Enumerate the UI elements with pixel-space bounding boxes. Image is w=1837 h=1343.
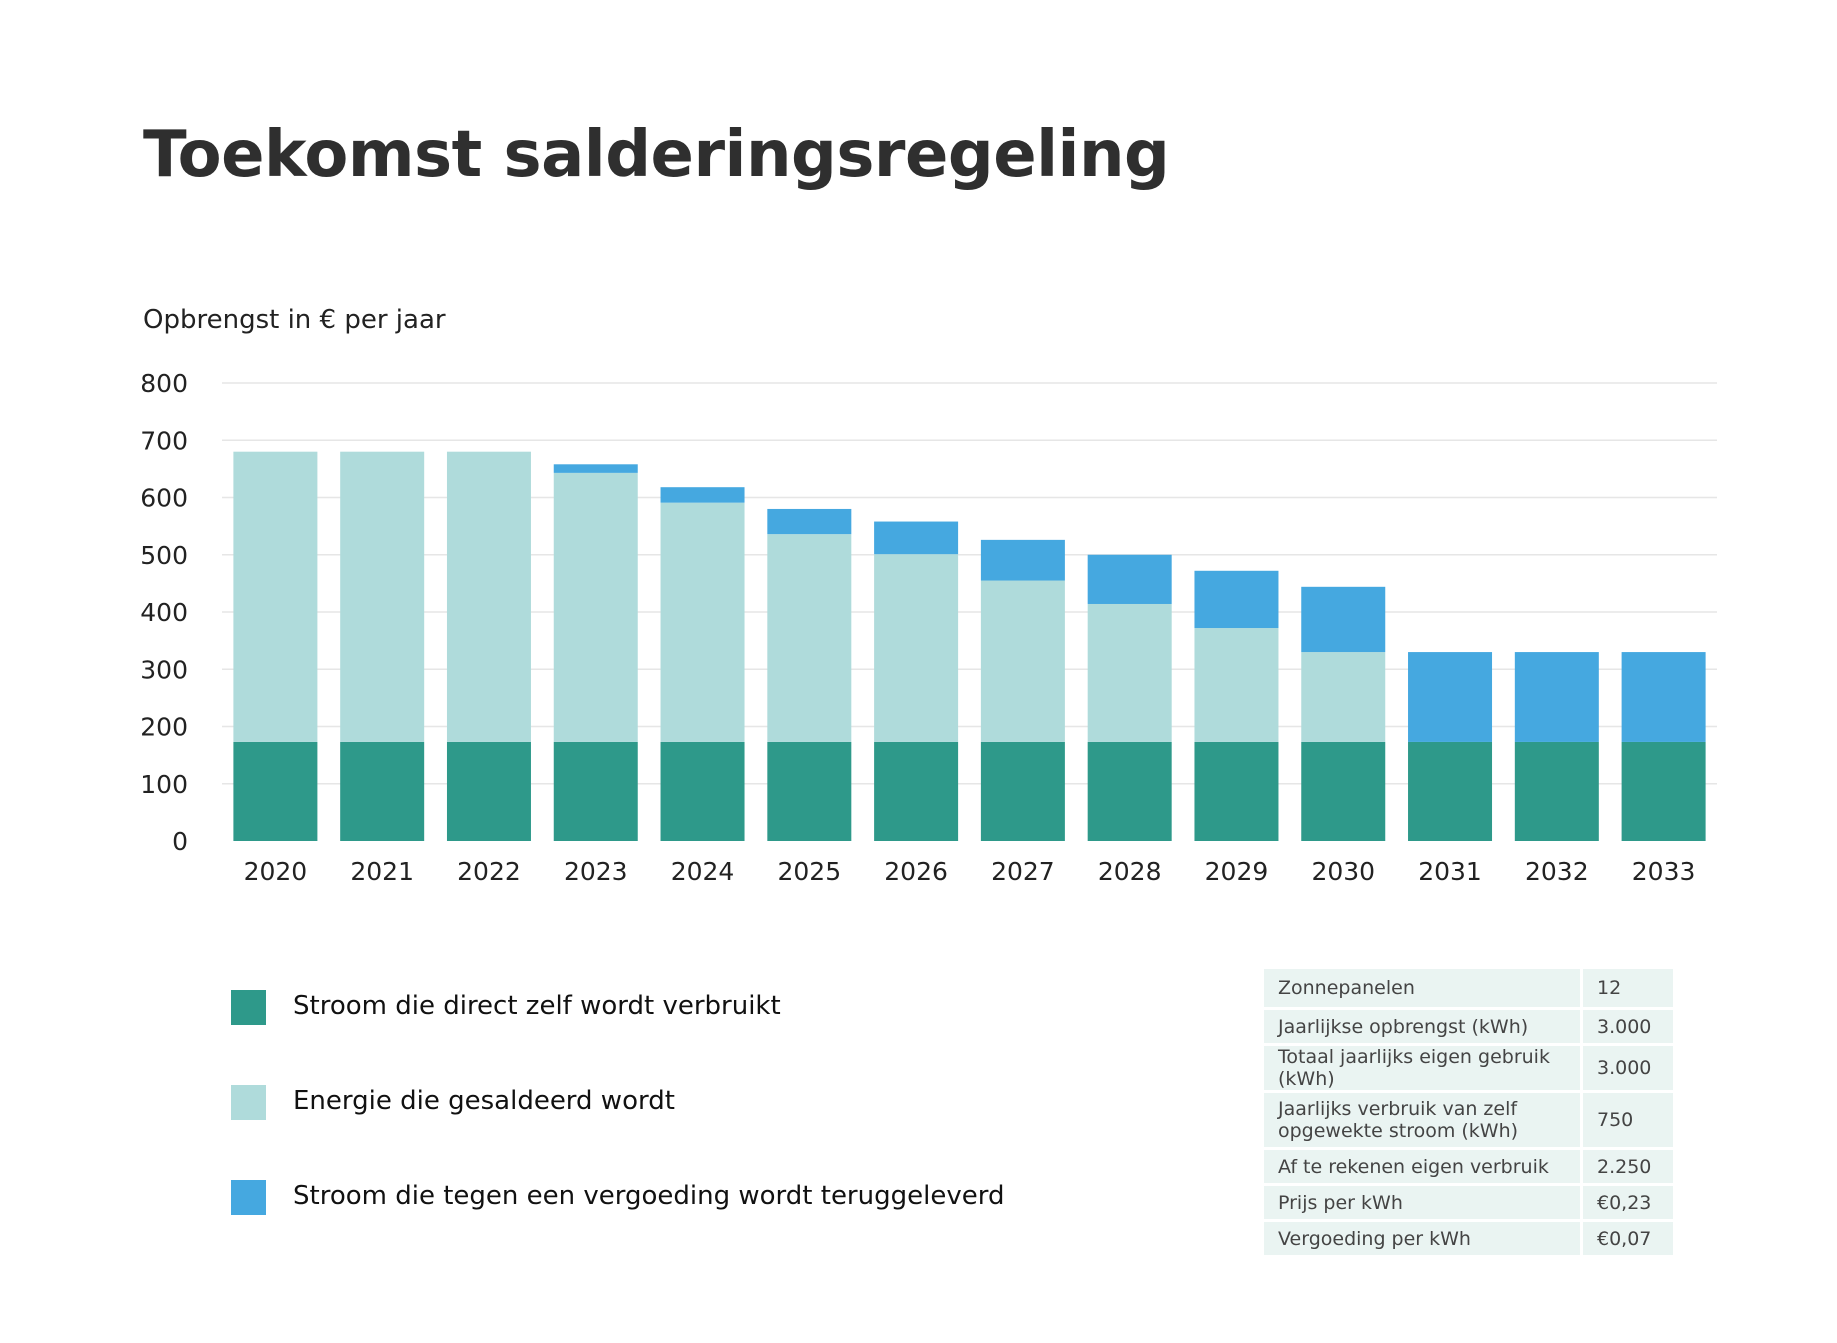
table-label: Zonnepanelen <box>1264 969 1580 1007</box>
x-tick-label: 2021 <box>350 857 414 886</box>
legend-label: Stroom die direct zelf wordt verbruikt <box>293 991 781 1021</box>
bar-segment-2026-s2 <box>874 554 959 742</box>
bar-segment-2025-s2 <box>767 534 852 742</box>
x-tick-label: 2023 <box>564 857 628 886</box>
table-row: Jaarlijkse opbrengst (kWh) 3.000 <box>1264 1010 1673 1043</box>
bar-segment-2022-s2 <box>446 451 531 742</box>
bar-segment-2027-s2 <box>980 580 1065 742</box>
bar-segment-2032-s1 <box>1514 741 1599 841</box>
bar-segment-2033-s3 <box>1621 652 1706 742</box>
bar-segment-2031-s1 <box>1408 741 1493 841</box>
x-tick-label: 2025 <box>778 857 842 886</box>
x-tick-label: 2022 <box>457 857 521 886</box>
table-value: 750 <box>1580 1093 1673 1147</box>
bar-segment-2021-s1 <box>340 741 425 841</box>
table-value: €0,23 <box>1580 1186 1673 1219</box>
bar-segment-2028-s2 <box>1087 603 1172 742</box>
bar-segment-2020-s2 <box>233 451 318 742</box>
legend-item-teruggeleverd: Stroom die tegen een vergoeding wordt te… <box>231 1180 1131 1220</box>
table-label: Af te rekenen eigen verbruik <box>1264 1150 1580 1183</box>
bar-segment-2024-s3 <box>660 487 745 503</box>
info-table: Zonnepanelen 12 Jaarlijkse opbrengst (kW… <box>1264 966 1673 1258</box>
table-label: Prijs per kWh <box>1264 1186 1580 1219</box>
bar-segment-2026-s1 <box>874 741 959 841</box>
bar-segment-2030-s3 <box>1301 586 1386 653</box>
y-tick-label: 300 <box>140 655 188 684</box>
legend-swatch <box>231 1180 266 1215</box>
table-row: Vergoeding per kWh €0,07 <box>1264 1222 1673 1255</box>
bar-segment-2029-s3 <box>1194 570 1279 629</box>
y-tick-label: 200 <box>140 713 188 742</box>
table-value: €0,07 <box>1580 1222 1673 1255</box>
table-row: Af te rekenen eigen verbruik 2.250 <box>1264 1150 1673 1183</box>
table-row: Jaarlijks verbruik van zelf opgewekte st… <box>1264 1093 1673 1147</box>
bar-segment-2028-s3 <box>1087 554 1172 604</box>
y-tick-label: 500 <box>140 541 188 570</box>
bar-segment-2031-s3 <box>1408 652 1493 742</box>
bar-segment-2020-s1 <box>233 741 318 841</box>
x-axis-ticks: 2020 2021 2022 2023 2024 2025 2026 2027 2028 2029… <box>244 857 1696 886</box>
x-tick-label: 2032 <box>1525 857 1589 886</box>
bar-segment-2030-s1 <box>1301 741 1386 841</box>
bar-segment-2025-s1 <box>767 741 852 841</box>
table-label: Jaarlijkse opbrengst (kWh) <box>1264 1010 1580 1043</box>
table-value: 3.000 <box>1580 1046 1673 1090</box>
bar-segment-2029-s1 <box>1194 741 1279 841</box>
table-row: Prijs per kWh €0,23 <box>1264 1186 1673 1219</box>
table-label: Totaal jaarlijks eigen gebruik (kWh) <box>1264 1046 1580 1090</box>
y-axis-ticks: 0 100 200 300 400 500 600 700 800 <box>140 369 188 856</box>
x-tick-label: 2024 <box>671 857 735 886</box>
x-tick-label: 2020 <box>244 857 308 886</box>
x-tick-label: 2026 <box>884 857 948 886</box>
table-value: 3.000 <box>1580 1010 1673 1043</box>
bars <box>233 451 1706 841</box>
x-tick-label: 2030 <box>1311 857 1375 886</box>
legend-swatch <box>231 990 266 1025</box>
table-row: Totaal jaarlijks eigen gebruik (kWh) 3.0… <box>1264 1046 1673 1090</box>
bar-segment-2022-s1 <box>446 741 531 841</box>
chart-title: Toekomst salderingsregeling <box>143 118 1170 192</box>
bar-segment-2027-s3 <box>980 539 1065 581</box>
legend-label: Energie die gesaldeerd wordt <box>293 1086 675 1116</box>
x-tick-label: 2033 <box>1632 857 1696 886</box>
y-tick-label: 0 <box>172 827 188 856</box>
table-label: Vergoeding per kWh <box>1264 1222 1580 1255</box>
gridlines <box>222 382 1717 785</box>
bar-segment-2033-s1 <box>1621 741 1706 841</box>
bar-segment-2025-s3 <box>767 508 852 535</box>
y-tick-label: 100 <box>140 770 188 799</box>
table-value: 2.250 <box>1580 1150 1673 1183</box>
x-tick-label: 2028 <box>1098 857 1162 886</box>
x-tick-label: 2027 <box>991 857 1055 886</box>
y-tick-label: 700 <box>140 426 188 455</box>
bar-segment-2024-s2 <box>660 502 745 742</box>
legend-item-gesaldeerd: Energie die gesaldeerd wordt <box>231 1085 1131 1125</box>
bar-segment-2032-s3 <box>1514 652 1599 742</box>
bar-segment-2023-s3 <box>553 464 638 473</box>
table-label: Jaarlijks verbruik van zelf opgewekte st… <box>1264 1093 1580 1147</box>
y-axis-label: Opbrengst in € per jaar <box>143 305 446 335</box>
table-value: 12 <box>1580 969 1673 1007</box>
bar-segment-2026-s3 <box>874 521 959 555</box>
bar-segment-2028-s1 <box>1087 741 1172 841</box>
y-tick-label: 800 <box>140 369 188 398</box>
legend-item-direct: Stroom die direct zelf wordt verbruikt <box>231 990 1131 1030</box>
x-tick-label: 2031 <box>1418 857 1482 886</box>
bar-segment-2023-s1 <box>553 741 638 841</box>
x-tick-label: 2029 <box>1205 857 1269 886</box>
legend-label: Stroom die tegen een vergoeding wordt te… <box>293 1181 1005 1211</box>
bar-segment-2023-s2 <box>553 472 638 742</box>
y-tick-label: 400 <box>140 598 188 627</box>
bar-segment-2021-s2 <box>340 451 425 742</box>
bar-segment-2030-s2 <box>1301 652 1386 742</box>
y-tick-label: 600 <box>140 484 188 513</box>
bar-segment-2029-s2 <box>1194 628 1279 742</box>
table-row: Zonnepanelen 12 <box>1264 969 1673 1007</box>
bar-segment-2027-s1 <box>980 741 1065 841</box>
bar-segment-2024-s1 <box>660 741 745 841</box>
legend-swatch <box>231 1085 266 1120</box>
